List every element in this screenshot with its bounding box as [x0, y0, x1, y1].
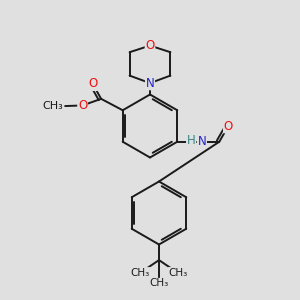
Text: CH₃: CH₃ — [149, 278, 169, 289]
Text: H: H — [187, 134, 196, 147]
Text: O: O — [88, 77, 97, 90]
Text: CH₃: CH₃ — [43, 101, 64, 111]
Text: CH₃: CH₃ — [131, 268, 150, 278]
Text: O: O — [78, 99, 87, 112]
Text: O: O — [146, 39, 154, 52]
Text: CH₃: CH₃ — [168, 268, 187, 278]
Text: O: O — [224, 120, 233, 133]
Text: N: N — [197, 135, 206, 148]
Text: N: N — [146, 76, 154, 90]
